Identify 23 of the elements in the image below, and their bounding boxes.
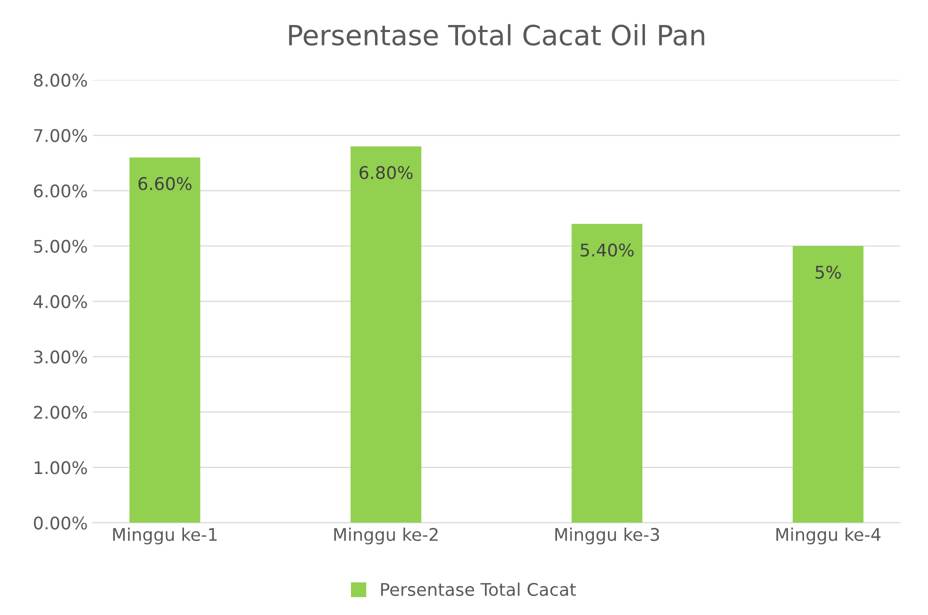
bar	[130, 157, 200, 523]
chart-title: Persentase Total Cacat Oil Pan	[289, 24, 704, 46]
bar	[572, 224, 642, 523]
x-tick-label: Minggu ke-2	[334, 528, 438, 544]
y-tick-label: 8.00%	[34, 74, 87, 87]
data-label: 6.60%	[138, 177, 192, 190]
bar	[792, 246, 864, 523]
y-tick-label: 3.00%	[34, 350, 87, 364]
y-tick-label: 0.00%	[34, 516, 87, 530]
data-label: 6.80%	[360, 166, 413, 180]
y-tick-label: 4.00%	[34, 295, 87, 308]
x-tick-label: Minggu ke-4	[776, 528, 881, 544]
bar	[350, 146, 422, 523]
y-tick-label: 7.00%	[34, 129, 87, 142]
y-tick-label: 2.00%	[34, 406, 87, 419]
y-tick-label: 1.00%	[34, 461, 87, 474]
data-label: 5.40%	[580, 243, 634, 257]
x-tick-label: Minggu ke-1	[113, 528, 217, 544]
y-tick-label: 6.00%	[34, 184, 87, 198]
data-label: 5%	[816, 266, 841, 279]
y-tick-label: 5.00%	[34, 240, 87, 253]
legend-label: Persentase Total Cacat	[381, 582, 576, 596]
x-tick-label: Minggu ke-3	[555, 528, 660, 544]
